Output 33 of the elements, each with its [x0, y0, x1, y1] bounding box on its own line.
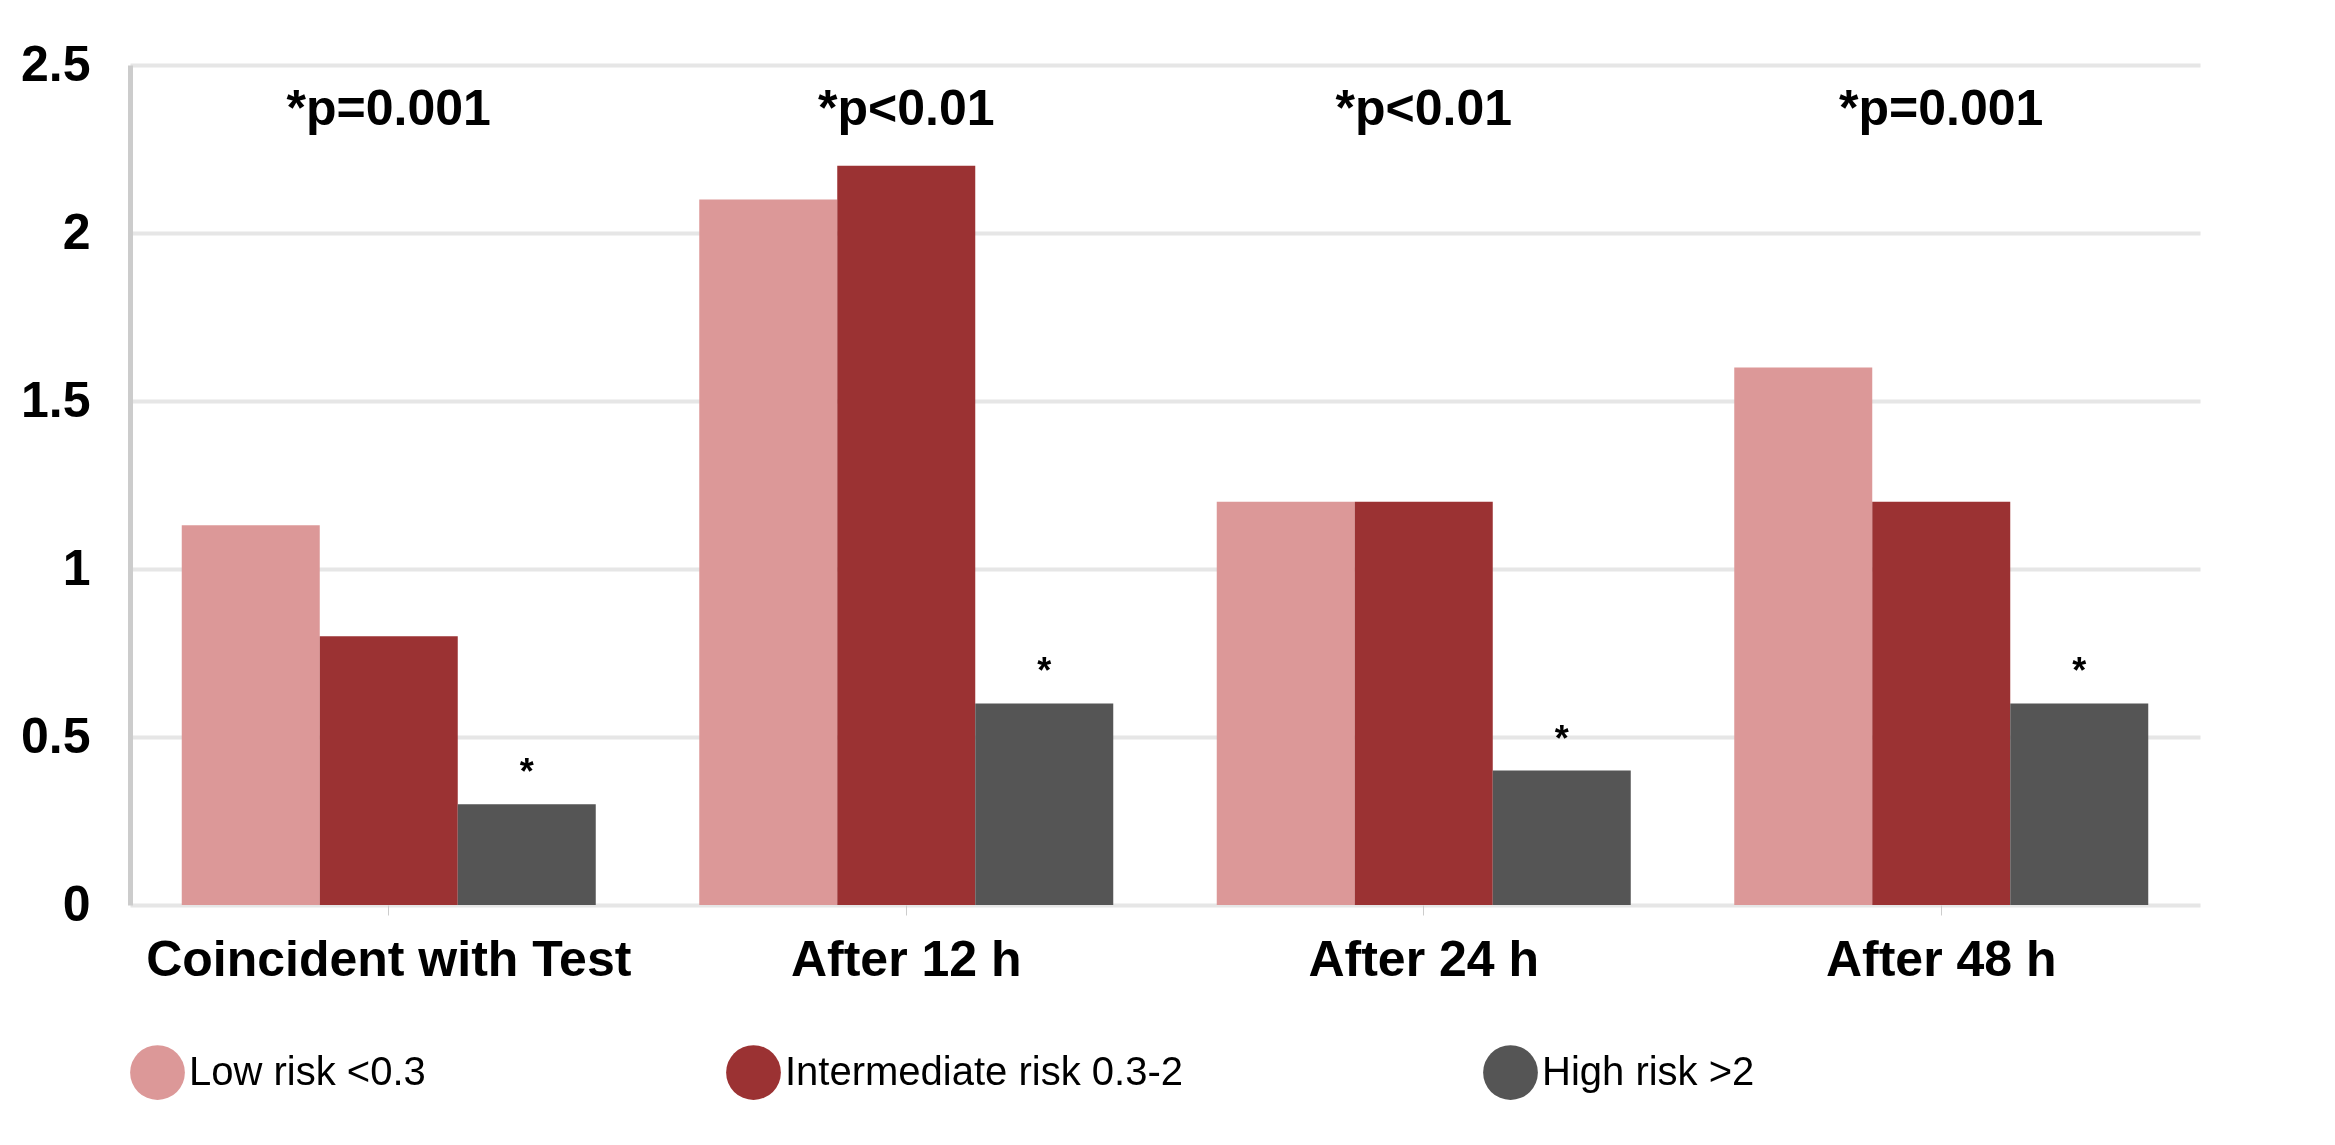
bar: [181, 525, 320, 905]
y-tick-label: 1: [62, 539, 91, 596]
annotation: *p<0.01: [1335, 80, 1513, 136]
bar: [319, 636, 458, 905]
y-tick-label: 2: [62, 203, 91, 260]
y-tick-label: 1.5: [20, 371, 91, 428]
bar: [457, 804, 596, 905]
y-tick-label: 0.5: [20, 707, 91, 764]
annotation: *p<0.01: [817, 80, 995, 136]
data-label: *: [519, 751, 534, 793]
data-label: *: [2072, 650, 2087, 692]
bar: [1216, 501, 1355, 905]
x-tick-label: Coincident with Test: [146, 930, 632, 987]
bar: [1492, 770, 1631, 905]
y-tick-label: 0: [62, 875, 91, 932]
legend-label: Low risk <0.3: [189, 1048, 426, 1093]
annotation: *p=0.001: [1839, 80, 2044, 136]
data-label: *: [1554, 717, 1569, 759]
x-tick-label: After 24 h: [1308, 930, 1540, 987]
data-label: *: [1037, 650, 1052, 692]
bar: [1872, 501, 2011, 905]
y-tick-label: 2.5: [20, 35, 91, 92]
x-tick-label: After 48 h: [1825, 930, 2057, 987]
bar: [1354, 501, 1493, 905]
bar: [1734, 367, 1873, 905]
annotation: *p=0.001: [286, 80, 491, 136]
bar: [2010, 703, 2149, 905]
bar: [975, 703, 1114, 905]
bar: [837, 165, 976, 905]
x-tick-label: After 12 h: [790, 930, 1022, 987]
bar: [699, 199, 838, 905]
legend-label: Intermediate risk 0.3-2: [785, 1048, 1183, 1093]
legend-label: High risk >2: [1542, 1048, 1755, 1093]
